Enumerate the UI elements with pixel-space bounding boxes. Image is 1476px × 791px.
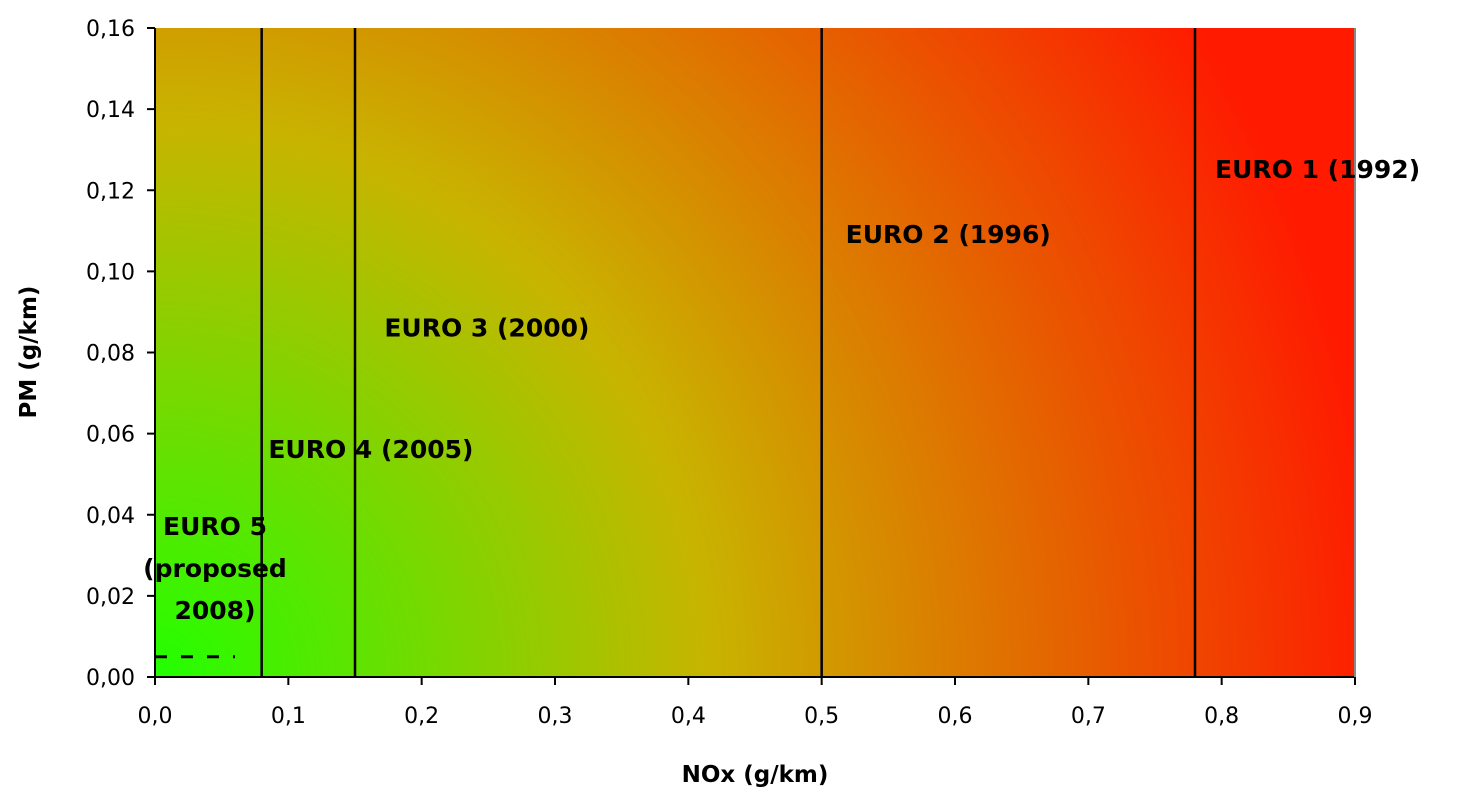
standard-label-line: (proposed bbox=[143, 554, 287, 583]
y-tick-label: 0,08 bbox=[86, 342, 135, 367]
standard-labels: EURO 1 (1992) EURO 2 (1996) EURO 3 (2000) E… bbox=[143, 155, 1420, 625]
y-tick-label: 0,04 bbox=[86, 504, 135, 529]
x-axis-title: NOx (g/km) bbox=[682, 762, 829, 788]
x-tick-label: 0,1 bbox=[271, 704, 306, 729]
x-tick-label: 0,2 bbox=[404, 704, 439, 729]
standard-label-line: EURO 5 bbox=[163, 512, 267, 541]
y-tick-label: 0,12 bbox=[86, 179, 135, 204]
y-tick-label: 0,16 bbox=[86, 17, 135, 42]
standard-label-line: 2008) bbox=[174, 596, 255, 625]
x-axis-ticks: 0,0 0,1 0,2 0,3 0,4 0,5 0,6 0,7 0,8 0,9 bbox=[138, 677, 1373, 729]
x-tick-label: 0,4 bbox=[671, 704, 706, 729]
x-tick-label: 0,6 bbox=[938, 704, 973, 729]
x-tick-label: 0,8 bbox=[1204, 704, 1239, 729]
y-tick-label: 0,14 bbox=[86, 98, 135, 123]
standard-label: EURO 2 (1996) bbox=[846, 220, 1051, 249]
y-tick-label: 0,10 bbox=[86, 260, 135, 285]
standard-limit-lines bbox=[155, 28, 1197, 677]
y-tick-label: 0,06 bbox=[86, 423, 135, 448]
x-tick-label: 0,0 bbox=[138, 704, 173, 729]
y-axis-title: PM (g/km) bbox=[16, 286, 42, 419]
y-tick-label: 0,02 bbox=[86, 585, 135, 610]
standard-label: EURO 3 (2000) bbox=[384, 313, 589, 342]
x-tick-label: 0,9 bbox=[1338, 704, 1373, 729]
standard-label: EURO 4 (2005) bbox=[268, 435, 473, 464]
standard-label: EURO 1 (1992) bbox=[1215, 155, 1420, 184]
y-axis-ticks: 0,00 0,02 0,04 0,06 0,08 0,10 0,12 0,14 0,16 bbox=[86, 17, 155, 691]
x-tick-label: 0,7 bbox=[1071, 704, 1106, 729]
y-tick-label: 0,00 bbox=[86, 666, 135, 691]
plot-area bbox=[155, 28, 1355, 677]
x-tick-label: 0,3 bbox=[538, 704, 573, 729]
x-tick-label: 0,5 bbox=[804, 704, 839, 729]
